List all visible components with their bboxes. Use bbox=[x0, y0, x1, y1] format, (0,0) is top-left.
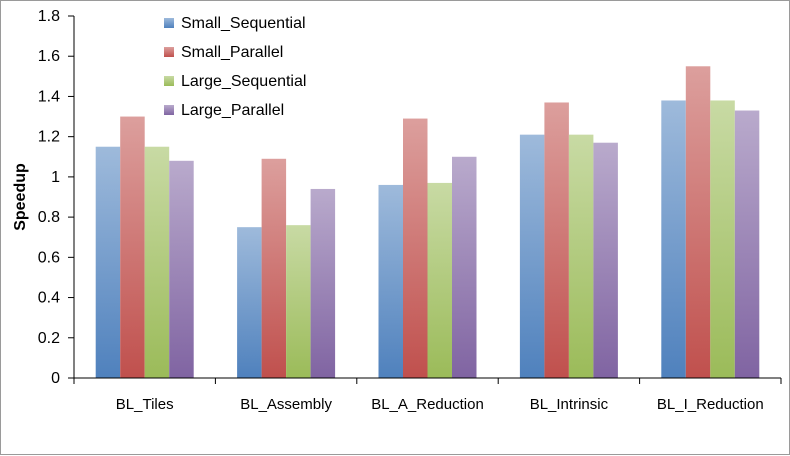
y-ticks-group: 0 0.2 0.4 0.6 0.8 1 1.2 1.4 1.6 1.8 bbox=[38, 8, 74, 387]
bar-small-parallel-bl-i-reduction bbox=[685, 66, 711, 379]
bar-large-parallel-bl-a-reduction bbox=[452, 156, 477, 378]
bar-small-sequential-bl-a-reduction bbox=[378, 184, 403, 378]
bar-small-parallel-bl-a-reduction bbox=[403, 118, 428, 379]
bar-small-sequential-bl-i-reduction bbox=[661, 100, 686, 378]
bar-small-parallel-bl-tiles bbox=[120, 116, 145, 379]
bar-large-parallel-bl-intrinsic bbox=[593, 142, 618, 378]
x-category-label: BL_Tiles bbox=[116, 396, 174, 413]
bar-large-sequential-bl-a-reduction bbox=[427, 182, 452, 378]
x-category-label: BL_Assembly bbox=[240, 396, 332, 413]
bar-large-sequential-bl-assembly bbox=[286, 225, 311, 378]
legend-label-small-sequential: Small_Sequential bbox=[181, 15, 306, 32]
y-axis-title: Speedup bbox=[12, 163, 29, 231]
x-category-label: BL_Intrinsic bbox=[530, 396, 609, 413]
y-tick-label: 0.8 bbox=[38, 209, 60, 226]
y-tick-label: 1.2 bbox=[38, 129, 60, 146]
bar-small-sequential-bl-intrinsic bbox=[519, 134, 545, 378]
y-tick-label: 0.2 bbox=[38, 330, 60, 347]
legend-label-small-parallel: Small_Parallel bbox=[181, 44, 283, 61]
legend-swatch-small-sequential bbox=[164, 18, 174, 28]
bar-small-parallel-bl-intrinsic bbox=[544, 102, 569, 378]
bar-large-sequential-bl-tiles bbox=[144, 146, 170, 378]
y-tick-label: 1.6 bbox=[38, 48, 60, 65]
legend: Small_Sequential Small_Parallel Large_Sequ… bbox=[164, 15, 306, 119]
y-tick-label: 0 bbox=[51, 370, 60, 387]
y-tick-label: 1 bbox=[51, 169, 60, 186]
bar-large-parallel-bl-tiles bbox=[169, 160, 194, 378]
y-tick-label: 1.4 bbox=[38, 88, 60, 105]
bar-large-parallel-bl-i-reduction bbox=[734, 110, 760, 379]
bar-large-sequential-bl-intrinsic bbox=[568, 134, 594, 378]
bar-large-sequential-bl-i-reduction bbox=[710, 100, 735, 378]
x-category-label: BL_A_Reduction bbox=[371, 396, 484, 413]
bar-small-sequential-bl-tiles bbox=[95, 146, 121, 378]
bar-small-parallel-bl-assembly bbox=[261, 158, 287, 378]
y-tick-label: 0.6 bbox=[38, 249, 60, 266]
legend-label-large-parallel: Large_Parallel bbox=[181, 102, 284, 119]
legend-swatch-small-parallel bbox=[164, 47, 174, 57]
bar-large-parallel-bl-assembly bbox=[310, 188, 336, 378]
bars-group bbox=[95, 66, 760, 379]
legend-swatch-large-parallel bbox=[164, 105, 174, 115]
legend-swatch-large-sequential bbox=[164, 76, 174, 86]
x-category-label: BL_I_Reduction bbox=[657, 396, 764, 413]
axes-group bbox=[73, 16, 781, 379]
y-tick-label: 1.8 bbox=[38, 8, 60, 25]
bar-small-sequential-bl-assembly bbox=[237, 227, 262, 378]
x-categories-group: BL_Tiles BL_Assembly BL_A_Reduction BL_Intr… bbox=[73, 378, 782, 413]
y-tick-label: 0.4 bbox=[38, 290, 60, 307]
legend-label-large-sequential: Large_Sequential bbox=[181, 73, 306, 90]
